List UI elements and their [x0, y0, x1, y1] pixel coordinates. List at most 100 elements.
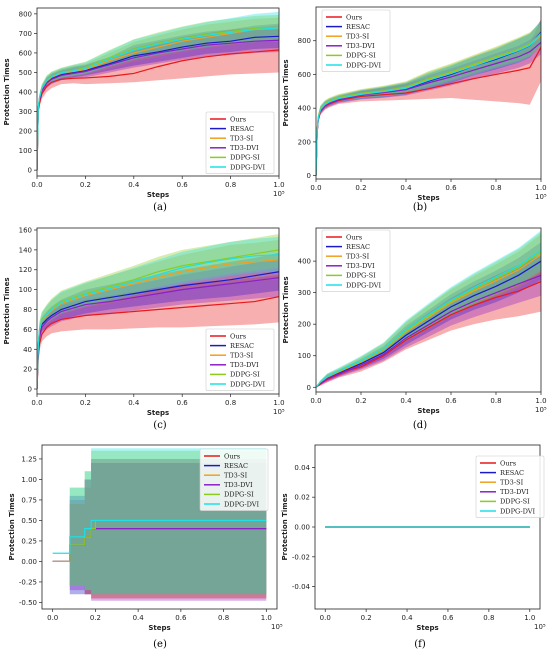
x-tick-label: 1.0 [273, 399, 284, 407]
y-tick-label: 200 [298, 138, 311, 146]
axes-frame [36, 227, 280, 395]
y-tick-label: -0.50 [19, 599, 37, 607]
x-axis-label: Steps [416, 624, 438, 632]
line-resac [316, 260, 541, 388]
legend-entry: TD3-SI [346, 33, 370, 41]
x-tick-label: 0.4 [400, 397, 412, 405]
y-tick-label: 0 [28, 386, 32, 394]
legend-entry: TD3-SI [230, 135, 254, 143]
y-tick-label: 800 [19, 10, 32, 18]
chart-panel-c: 0.0 0.2 0.4 0.6 0.8 1.0 0 20 40 60 80 100 120 140 160 S… [3, 226, 285, 431]
line-ours [37, 295, 279, 390]
panel-label: (d) [413, 420, 427, 431]
x-tick-label: 0.2 [80, 181, 91, 189]
x-scale-label: 10⁵ [273, 408, 285, 416]
x-tick-label: 0.8 [225, 181, 236, 189]
y-tick-label: 400 [298, 105, 311, 113]
legend-entry: RESAC [346, 23, 370, 31]
legend-box [205, 328, 275, 391]
legend-entry: DDPG-SI [230, 371, 260, 379]
y-tick-label: 160 [19, 226, 32, 234]
x-tick-label: 1.0 [535, 397, 546, 405]
legend-entry: Ours [346, 233, 363, 241]
y-axis-label: Protection Times [282, 60, 290, 127]
x-tick-label: 0.4 [128, 399, 140, 407]
y-tick-label: 0.04 [294, 464, 310, 472]
legend-entry: RESAC [230, 342, 254, 350]
x-scale-label: 10⁵ [535, 406, 547, 414]
x-axis-label: Steps [417, 407, 439, 415]
x-tick-label: 0.6 [442, 614, 454, 622]
x-tick-label: 0.6 [175, 614, 187, 622]
y-tick-label: 400 [298, 258, 311, 266]
y-tick-label: 80 [23, 306, 32, 314]
x-axis-label: Steps [147, 409, 169, 417]
legend-box [321, 229, 391, 292]
y-axis-label: Protection Times [282, 277, 290, 344]
y-tick-label: 100 [19, 286, 32, 294]
legend-entry: TD3-DVI [346, 262, 375, 270]
y-axis-label: Protection Times [3, 59, 11, 126]
x-tick-label: 1.0 [535, 184, 546, 192]
x-scale-label: 10⁵ [273, 190, 285, 198]
legend-entry: DDPG-DVI [224, 500, 260, 508]
y-tick-label: 0.02 [294, 494, 310, 502]
band-resac [37, 252, 279, 390]
panel-label: (a) [153, 202, 167, 213]
x-scale-label: 10⁵ [534, 623, 546, 631]
x-tick-label: 0.6 [445, 184, 457, 192]
y-tick-label: 200 [19, 128, 32, 136]
legend-entry: TD3-SI [224, 472, 248, 480]
legend-entry: RESAC [224, 462, 248, 470]
x-tick-label: 0.4 [400, 184, 412, 192]
legend-entry: Ours [224, 452, 241, 460]
legend-entry: Ours [500, 459, 517, 467]
y-tick-label: 700 [19, 30, 32, 38]
x-tick-label: 0.2 [80, 399, 91, 407]
x-axis-label: Steps [417, 194, 439, 202]
x-tick-label: 0.2 [355, 397, 366, 405]
x-tick-label: 0.8 [483, 614, 494, 622]
band-ours [316, 18, 541, 176]
axes-frame [315, 6, 542, 180]
legend-entry: TD3-SI [346, 253, 370, 261]
line-td3-dvi [37, 39, 279, 171]
chart-panel-a: 0.0 0.2 0.4 0.6 0.8 1.0 0 100 200 300 400 500 600 700… [3, 7, 285, 213]
legend-entry: DDPG-DVI [230, 163, 266, 171]
y-tick-label: 0 [28, 167, 32, 175]
x-tick-label: 0.8 [225, 399, 236, 407]
axes-frame [315, 227, 542, 393]
plot-content [316, 230, 541, 388]
x-tick-label: 1.0 [273, 181, 284, 189]
legend-entry: Ours [230, 115, 247, 123]
x-tick-label: 0.0 [31, 181, 42, 189]
y-tick-label: 600 [19, 49, 32, 57]
plot-content [37, 233, 279, 390]
y-tick-label: 600 [298, 71, 311, 79]
legend-entry: DDPG-SI [346, 52, 376, 60]
band-td3-dvi [37, 258, 279, 390]
x-tick-label: 0.2 [90, 614, 101, 622]
band-td3-si [37, 239, 279, 390]
y-tick-label: 300 [19, 108, 32, 116]
legend-entry: TD3-SI [230, 352, 254, 360]
x-tick-label: 0.4 [133, 614, 145, 622]
y-tick-label: 1.00 [21, 476, 37, 484]
line-ddpg-dvi [316, 32, 541, 176]
y-tick-label: -0.02 [292, 553, 310, 561]
legend-entry: Ours [230, 332, 247, 340]
legend-entry: TD3-SI [500, 479, 524, 487]
chart-panel-d: 0.0 0.2 0.4 0.6 0.8 1.0 0 100 200 300 400 Steps Prot… [282, 227, 547, 431]
legend-entry: DDPG-SI [500, 498, 530, 506]
y-tick-label: 300 [298, 289, 311, 297]
axes-frame [41, 444, 278, 610]
line-ddpg-dvi [52, 519, 267, 554]
band-td3-si [37, 17, 279, 171]
x-tick-label: 0.0 [320, 614, 331, 622]
x-tick-label: 1.0 [261, 614, 272, 622]
x-tick-label: 0.6 [177, 181, 189, 189]
legend-entry: Ours [346, 13, 363, 21]
